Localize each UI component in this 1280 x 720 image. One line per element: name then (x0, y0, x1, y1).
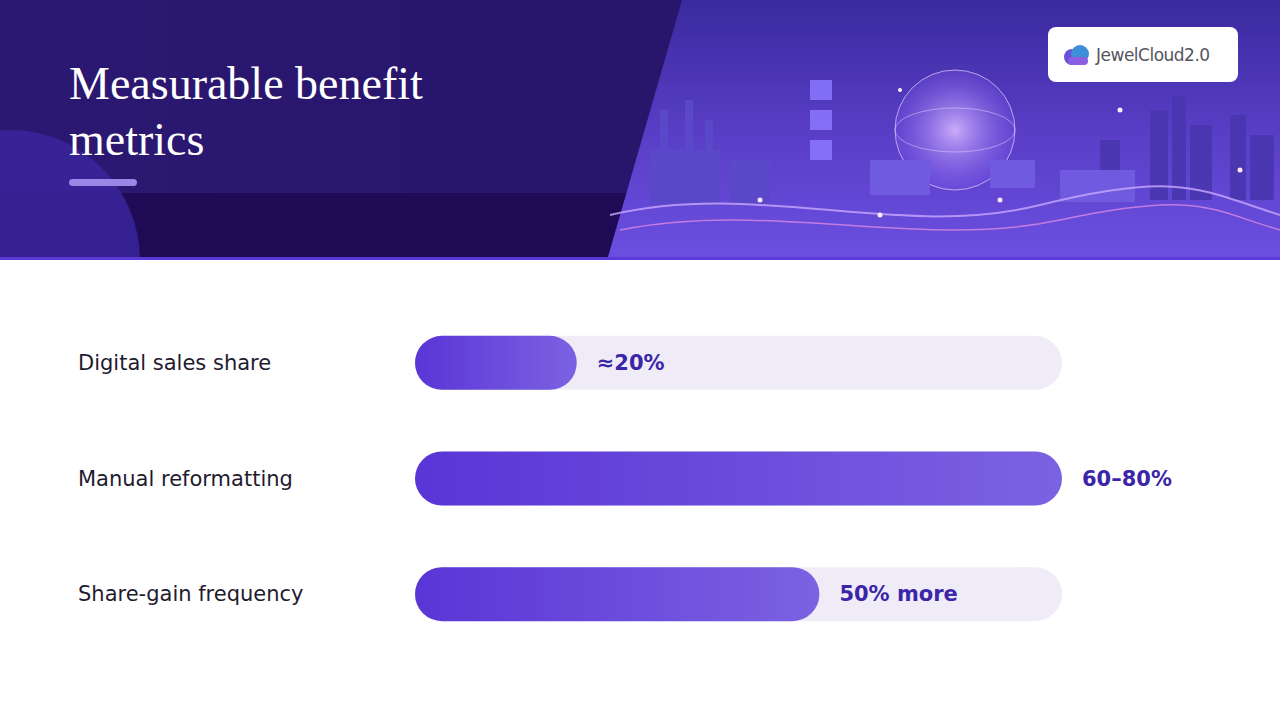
svg-text:≈20%: ≈20% (597, 351, 665, 375)
html-text:Measurable benefit metrics: Measurable benefit metrics (69, 58, 423, 165)
svg-text:50% more: 50% more (839, 582, 957, 606)
svg-text:60–80%: 60–80% (1082, 467, 1172, 491)
svg-text:Manual reformatting: Manual reformatting (78, 467, 293, 491)
svg-text:Digital sales share: Digital sales share (78, 351, 271, 375)
svg-text:Share-gain frequency: Share-gain frequency (78, 582, 304, 606)
html-text:JewelCloud2.0: JewelCloud2.0 (1096, 44, 1210, 65)
